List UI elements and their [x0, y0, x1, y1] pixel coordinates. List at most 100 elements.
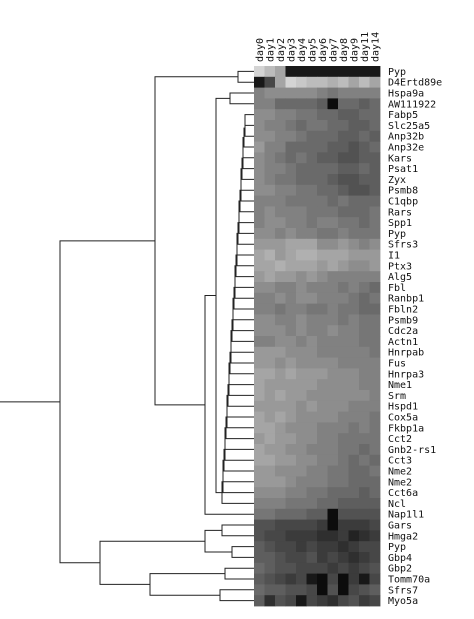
heatmap-cell	[275, 87, 286, 99]
heatmap-cell	[306, 465, 318, 477]
heatmap-cell	[285, 346, 297, 358]
heatmap-cell	[275, 141, 286, 153]
heatmap-cell	[296, 238, 307, 250]
heatmap-cell	[254, 174, 265, 186]
heatmap-cell	[359, 433, 370, 445]
heatmap-cell	[369, 152, 381, 164]
heatmap-cell	[264, 314, 276, 326]
heatmap-cell	[359, 163, 370, 175]
heatmap-cell	[317, 573, 328, 585]
heatmap-cells	[254, 66, 381, 607]
heatmap-cell	[317, 508, 328, 520]
heatmap-cell	[317, 184, 328, 196]
row-label: Nme2	[388, 477, 412, 488]
heatmap-cell	[327, 325, 339, 337]
heatmap-cell	[275, 98, 286, 110]
heatmap-cell	[338, 282, 349, 294]
heatmap-cell	[359, 120, 370, 132]
heatmap-cell	[296, 465, 307, 477]
row-label: Fbln2	[388, 305, 418, 316]
heatmap-cell	[275, 184, 286, 196]
heatmap-cell	[327, 141, 339, 153]
heatmap-cell	[254, 184, 265, 196]
heatmap-cell	[296, 498, 307, 510]
heatmap-cell	[264, 195, 276, 207]
heatmap-cell	[348, 141, 360, 153]
heatmap-cell	[338, 217, 349, 229]
column-label: day14	[370, 32, 381, 62]
heatmap-cell	[348, 98, 360, 110]
heatmap-cell	[317, 562, 328, 574]
dendrogram-branch	[232, 309, 254, 332]
heatmap-cell	[285, 314, 297, 326]
heatmap-cell	[264, 174, 276, 186]
heatmap-cell	[338, 141, 349, 153]
heatmap-cell	[327, 519, 339, 531]
heatmap-cell	[369, 271, 381, 283]
row-label: Pyp	[388, 542, 406, 553]
dendrogram-branch	[226, 406, 254, 429]
row-label: Ranbp1	[388, 294, 424, 305]
heatmap-cell	[369, 238, 381, 250]
heatmap-cell	[359, 422, 370, 434]
heatmap-cell	[338, 195, 349, 207]
heatmap-cell	[285, 325, 297, 337]
heatmap-cell	[264, 519, 276, 531]
heatmap-cell	[348, 530, 360, 542]
heatmap-cell	[264, 454, 276, 466]
heatmap-cell	[264, 98, 276, 110]
heatmap-cell	[317, 368, 328, 380]
heatmap-cell	[369, 379, 381, 391]
heatmap-cell	[317, 444, 328, 456]
heatmap-cell	[369, 584, 381, 596]
heatmap-cell	[317, 282, 328, 294]
heatmap-cell	[306, 217, 318, 229]
heatmap-cell	[338, 400, 349, 412]
heatmap-cell	[359, 487, 370, 499]
heatmap-cell	[327, 98, 339, 110]
row-label: Srm	[388, 391, 406, 402]
heatmap-cell	[264, 120, 276, 132]
heatmap-cell	[285, 184, 297, 196]
heatmap-cell	[285, 76, 297, 88]
row-label: Hnrpa3	[388, 369, 424, 380]
heatmap-cell	[306, 400, 318, 412]
dendrogram-branch	[154, 76, 238, 406]
heatmap-cell	[264, 325, 276, 337]
heatmap-cell	[317, 411, 328, 423]
heatmap-cell	[369, 508, 381, 520]
heatmap-cell	[306, 163, 318, 175]
heatmap-cell	[296, 346, 307, 358]
dendrogram-branch	[244, 120, 254, 137]
heatmap-cell	[348, 292, 360, 304]
heatmap-cell	[264, 595, 276, 607]
heatmap-cell	[348, 260, 360, 272]
heatmap-cell	[275, 433, 286, 445]
heatmap-cell	[317, 422, 328, 434]
heatmap-cell	[348, 217, 360, 229]
row-label: Ncl	[388, 499, 406, 510]
row-label: Fabp5	[388, 110, 418, 121]
heatmap-cell	[369, 206, 381, 218]
heatmap-cell	[264, 562, 276, 574]
heatmap-cell	[306, 303, 318, 315]
heatmap-cell	[359, 336, 370, 348]
heatmap-cell	[338, 260, 349, 272]
row-label: Anp32b	[388, 132, 424, 143]
heatmap-cell	[338, 519, 349, 531]
heatmap-cell	[296, 174, 307, 186]
heatmap-cell	[348, 508, 360, 520]
heatmap-cell	[254, 141, 265, 153]
heatmap-cell	[285, 390, 297, 402]
row-label: Gbp2	[388, 564, 412, 575]
row-label: Fus	[388, 359, 406, 370]
heatmap-cell	[327, 487, 339, 499]
heatmap-cell	[254, 379, 265, 391]
heatmap-cell	[285, 206, 297, 218]
heatmap-cell	[254, 152, 265, 164]
heatmap-cell	[306, 573, 318, 585]
heatmap-cell	[348, 444, 360, 456]
heatmap-cell	[338, 379, 349, 391]
heatmap-cell	[285, 411, 297, 423]
heatmap-cell	[254, 130, 265, 142]
